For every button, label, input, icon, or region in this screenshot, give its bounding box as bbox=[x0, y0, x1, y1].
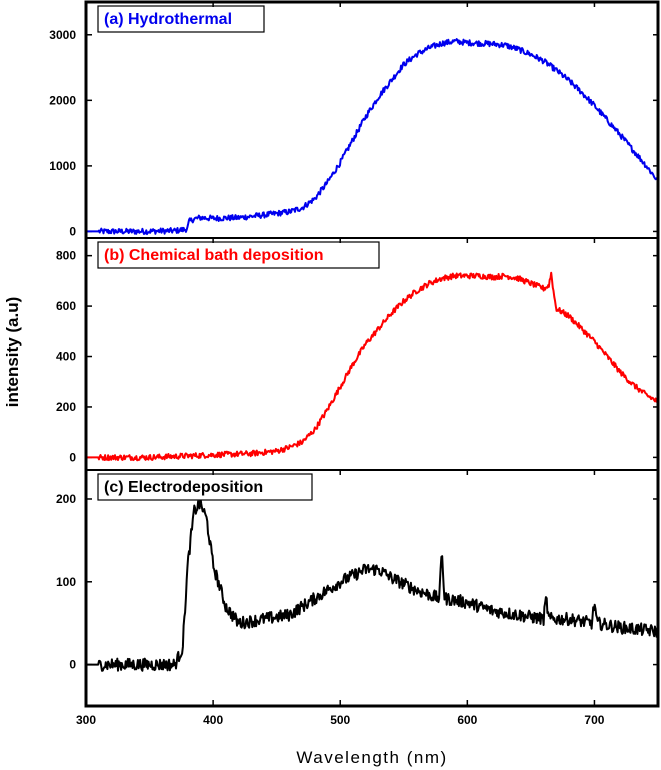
y-tick-label: 2000 bbox=[49, 93, 76, 107]
y-tick-label: 200 bbox=[56, 400, 76, 414]
panel-2: 0 100 200 (c) Electrodeposition bbox=[56, 469, 659, 672]
plot-frame bbox=[84, 0, 660, 708]
y-tick-label: 400 bbox=[56, 350, 76, 364]
series-line-chemical-bath-deposition bbox=[85, 271, 659, 462]
y-tick-label: 1000 bbox=[49, 159, 76, 173]
panel-label-box bbox=[97, 241, 380, 269]
x-axis-title: Wavelength (nm) bbox=[296, 748, 447, 767]
y-tick-label: 0 bbox=[69, 450, 76, 464]
y-tick-label: 200 bbox=[56, 492, 76, 506]
x-tick-label: 300 bbox=[76, 713, 96, 727]
y-tick-label: 3000 bbox=[49, 28, 76, 42]
x-tick-label: 400 bbox=[203, 713, 223, 727]
panel-label: (c) Electrodeposition bbox=[104, 479, 263, 496]
y-tick-label: 800 bbox=[56, 249, 76, 263]
x-tick-label: 700 bbox=[584, 713, 604, 727]
x-tick-label: 500 bbox=[330, 713, 350, 727]
y-tick-label: 600 bbox=[56, 299, 76, 313]
panel-label-box bbox=[97, 473, 313, 501]
y-tick-label: 100 bbox=[56, 575, 76, 589]
panel-label: (a) Hydrothermal bbox=[104, 11, 232, 28]
panel-0: 0 1000 2000 3000 (a) Hydrothermal bbox=[49, 5, 658, 238]
panel-1: 0 200 400 600 800 (b) Chemical bath depositio… bbox=[56, 237, 659, 464]
series-line-electrodeposition bbox=[85, 496, 659, 672]
x-tick-label: 600 bbox=[457, 713, 477, 727]
panel-label: (b) Chemical bath deposition bbox=[104, 247, 324, 264]
series-line-hydrothermal bbox=[85, 38, 658, 236]
y-axis-title: intensity (a.u) bbox=[3, 297, 22, 408]
x-axis: 300 400 500 600 700 bbox=[76, 2, 605, 727]
y-tick-label: 0 bbox=[69, 658, 76, 672]
panel-label-box bbox=[97, 5, 265, 33]
y-tick-label: 0 bbox=[69, 224, 76, 238]
